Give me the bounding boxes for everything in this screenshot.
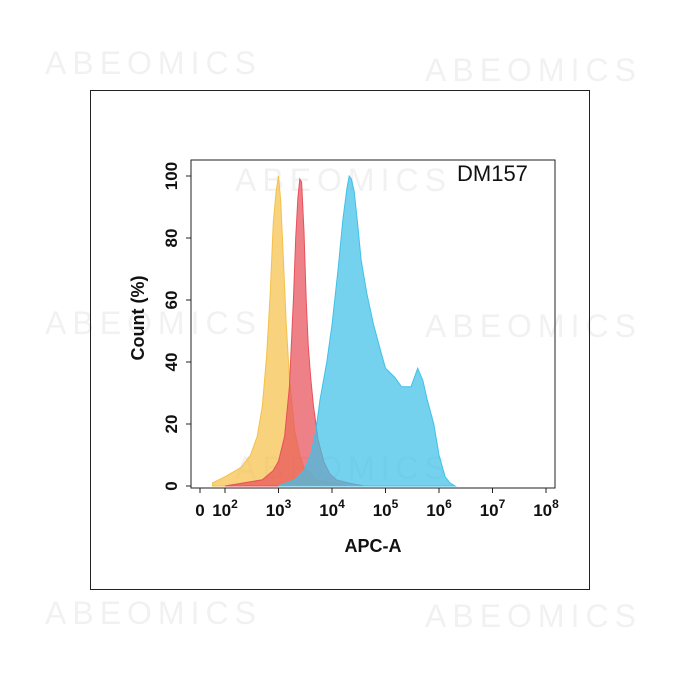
series-layer	[212, 174, 457, 487]
x-axis: 0 102 103 104 105 106 107 108	[195, 488, 559, 520]
y-tick-label: 20	[162, 415, 181, 434]
y-tick-label: 100	[162, 162, 181, 190]
x-tick-label: 0	[195, 501, 204, 520]
x-tick-label: 104	[319, 497, 345, 520]
watermark: ABEOMICS	[425, 308, 642, 344]
watermark: ABEOMICS	[235, 162, 452, 198]
x-tick-label: 107	[480, 497, 506, 520]
y-tick-label: 0	[162, 481, 181, 490]
y-axis-title: Count (%)	[128, 276, 148, 361]
chart-title: DM157	[457, 161, 528, 186]
watermark: ABEOMICS	[425, 598, 642, 634]
x-tick-label: 106	[426, 497, 452, 520]
x-tick-label: 105	[373, 497, 399, 520]
watermark: ABEOMICS	[45, 305, 262, 341]
x-tick-label: 108	[533, 497, 559, 520]
watermark: ABEOMICS	[45, 595, 262, 631]
watermark: ABEOMICS	[45, 45, 262, 81]
watermark: ABEOMICS	[425, 52, 642, 88]
x-tick-label: 103	[266, 497, 292, 520]
x-axis-title: APC-A	[345, 536, 402, 556]
y-tick-label: 40	[162, 353, 181, 372]
histogram-series-3	[278, 174, 457, 487]
y-axis: 0 20 40 60 80 100	[162, 162, 191, 491]
x-tick-label: 102	[212, 497, 238, 520]
figure-frame	[90, 90, 590, 590]
y-tick-label: 80	[162, 229, 181, 248]
y-tick-label: 60	[162, 291, 181, 310]
plot-area-border	[190, 159, 556, 489]
